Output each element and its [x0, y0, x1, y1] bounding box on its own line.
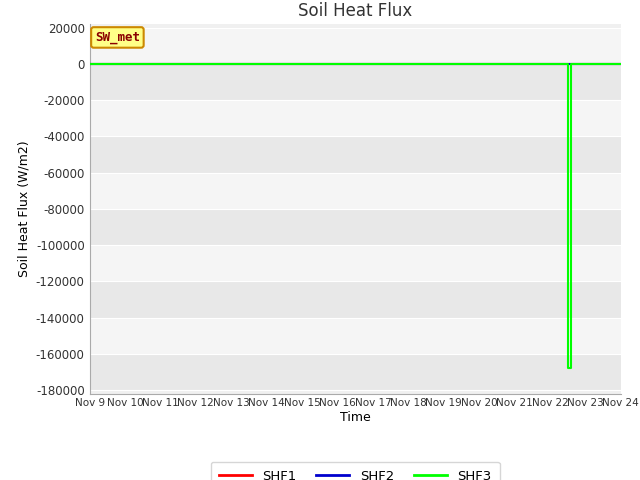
Y-axis label: Soil Heat Flux (W/m2): Soil Heat Flux (W/m2) [17, 141, 30, 277]
Text: SW_met: SW_met [95, 31, 140, 44]
Bar [90, 281, 621, 317]
Bar [90, 354, 621, 390]
Bar [90, 100, 621, 136]
Bar [90, 136, 621, 173]
Bar [90, 28, 621, 64]
Bar [90, 317, 621, 354]
Bar [90, 245, 621, 281]
Bar [90, 209, 621, 245]
Bar [90, 64, 621, 100]
Legend: SHF1, SHF2, SHF3: SHF1, SHF2, SHF3 [211, 462, 500, 480]
Bar [90, 173, 621, 209]
X-axis label: Time: Time [340, 411, 371, 424]
Title: Soil Heat Flux: Soil Heat Flux [298, 1, 412, 20]
